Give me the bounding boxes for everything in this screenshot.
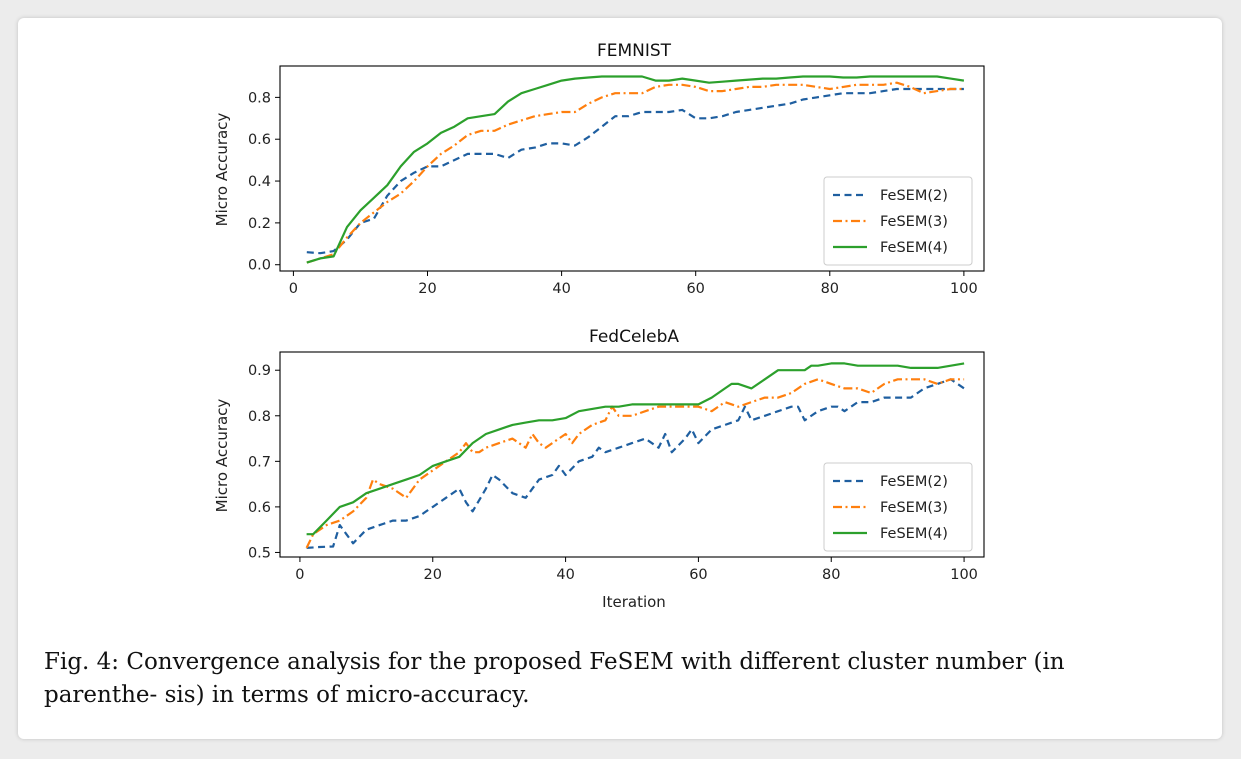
y-tick-label: 0.4	[248, 174, 271, 190]
y-tick-label: 0.6	[248, 132, 271, 148]
x-tick-label: 40	[556, 567, 574, 583]
legend-box	[823, 462, 973, 552]
y-axis-label: Micro Accuracy	[213, 399, 231, 513]
x-tick-label: 80	[821, 281, 839, 297]
x-tick-label: 100	[950, 567, 978, 583]
x-tick-label: 0	[289, 281, 298, 297]
y-tick-label: 0.8	[248, 409, 271, 425]
y-tick-label: 0.9	[248, 363, 271, 379]
x-tick-label: 0	[295, 567, 304, 583]
legend-label: FeSEM(3)	[880, 500, 948, 516]
legend-label: FeSEM(4)	[880, 526, 948, 542]
x-tick-label: 60	[686, 281, 704, 297]
figure-card	[18, 18, 1222, 739]
y-tick-label: 0.5	[248, 545, 271, 561]
chart-1	[275, 65, 985, 276]
legend-label: FeSEM(2)	[880, 474, 948, 490]
series-line-fesem2	[306, 378, 965, 549]
figure-svg: 0 20 40 60 80 100 0.0 0.2 0.4 0.6 0.8 FEMNIST Micro …	[213, 41, 985, 611]
y-axis-label: Micro Accuracy	[213, 113, 231, 227]
y-tick-label: 0.8	[248, 90, 271, 106]
x-tick-label: 80	[822, 567, 840, 583]
chart-title: FEMNIST	[597, 41, 672, 61]
chart-title: FedCelebA	[589, 327, 679, 347]
x-tick-label: 20	[424, 567, 442, 583]
figure-caption: Fig. 4: Convergence analysis for the pro…	[44, 649, 1065, 708]
series-line-fesem4	[306, 75, 965, 264]
legend-label: FeSEM(3)	[880, 214, 948, 230]
y-tick-label: 0.6	[248, 500, 271, 516]
series-line-fesem4	[306, 362, 965, 536]
x-tick-label: 60	[689, 567, 707, 583]
legend-label: FeSEM(4)	[880, 240, 948, 256]
y-tick-label: 0.2	[248, 216, 271, 232]
x-tick-label: 40	[552, 281, 570, 297]
chart-2	[275, 351, 985, 562]
series-line-fesem3	[306, 81, 964, 264]
x-tick-label: 100	[950, 281, 978, 297]
series-line-fesem3	[305, 378, 965, 549]
x-tick-label: 20	[418, 281, 436, 297]
series-line-fesem2	[306, 87, 964, 255]
plot-frame	[279, 351, 985, 558]
legend-box	[823, 176, 973, 266]
y-tick-label: 0.0	[248, 258, 271, 274]
y-tick-label: 0.7	[248, 454, 271, 470]
x-axis-label: Iteration	[602, 593, 666, 611]
plot-frame	[279, 65, 985, 272]
legend-label: FeSEM(2)	[880, 188, 948, 204]
